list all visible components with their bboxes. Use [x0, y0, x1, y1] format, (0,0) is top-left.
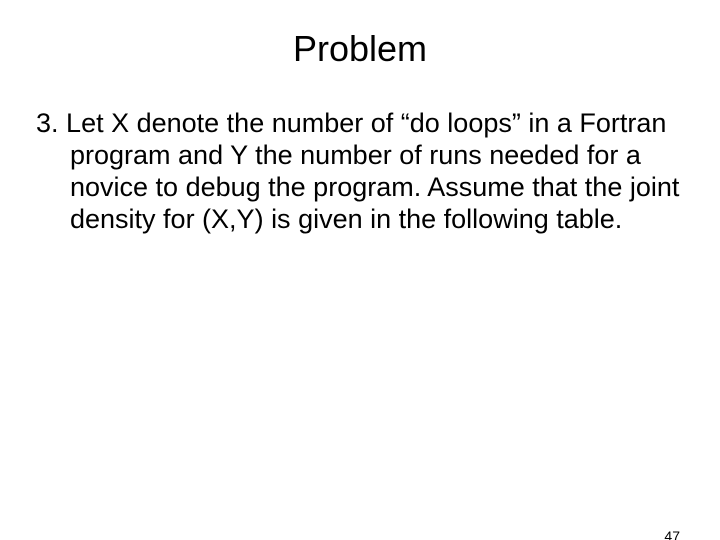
slide-title: Problem: [0, 28, 720, 70]
problem-item: 3. Let X denote the number of “do loops”…: [36, 108, 680, 235]
problem-text: Let X denote the number of “do loops” in…: [66, 108, 679, 234]
problem-number: 3.: [36, 108, 59, 138]
page-number: 47: [664, 528, 680, 540]
problem-body: 3. Let X denote the number of “do loops”…: [0, 108, 720, 235]
slide-container: Problem 3. Let X denote the number of “d…: [0, 28, 720, 540]
